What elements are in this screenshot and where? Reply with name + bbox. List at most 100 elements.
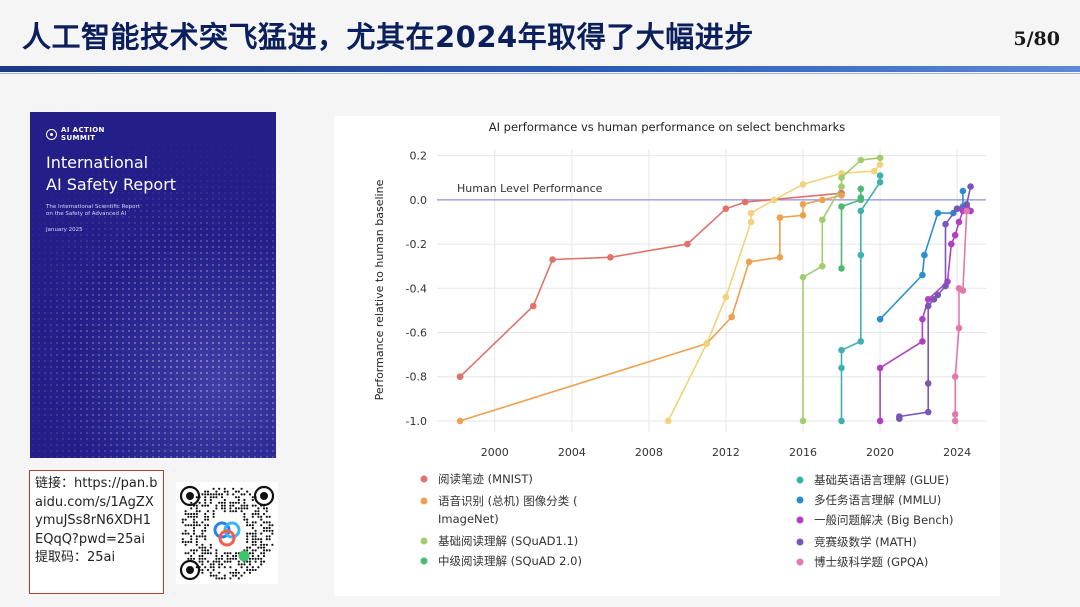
data-point	[838, 174, 845, 181]
qr-dot	[248, 552, 252, 555]
data-point	[857, 156, 865, 164]
qr-dot	[234, 571, 238, 574]
qr-dot	[195, 512, 198, 516]
qr-dot	[195, 515, 198, 518]
series-2	[664, 161, 884, 425]
qr-dot	[260, 557, 263, 560]
qr-dot	[218, 493, 221, 496]
qr-dot	[234, 496, 238, 499]
data-point	[924, 380, 932, 387]
data-point	[876, 364, 884, 372]
qr-dot	[198, 524, 201, 527]
qr-dot	[226, 552, 229, 555]
qr-dot	[206, 493, 210, 496]
data-point	[924, 408, 932, 416]
qr-dot	[206, 568, 210, 572]
qr-dot	[251, 515, 254, 518]
qr-dot	[190, 515, 193, 518]
qr-dot	[212, 566, 215, 569]
qr-dot	[251, 549, 254, 552]
qr-dot	[220, 563, 224, 566]
qr-dot	[232, 493, 235, 496]
qr-dot	[184, 512, 187, 516]
qr-dot	[246, 546, 249, 549]
legend-label: 中级阅读理解 (SQuAD 2.0)	[438, 554, 582, 568]
qr-dot	[201, 557, 204, 560]
data-point	[857, 207, 865, 215]
qr-dot	[212, 574, 215, 577]
qr-dot	[271, 543, 274, 546]
qr-dot	[251, 554, 254, 558]
qr-dot	[254, 549, 257, 552]
cover-date: January 2025	[46, 227, 83, 233]
data-point	[934, 291, 942, 299]
qr-dot	[262, 552, 266, 555]
qr-dot	[237, 498, 240, 502]
page-number: 5/80	[1013, 28, 1060, 50]
qr-dot	[190, 535, 193, 538]
data-point	[924, 296, 932, 303]
qr-dot	[265, 549, 268, 552]
qr-dot	[209, 546, 212, 549]
data-point	[857, 194, 865, 201]
qr-dot	[251, 512, 254, 516]
qr-dot	[243, 493, 246, 496]
qr-dot	[232, 504, 235, 507]
legend-label: 多任务语言理解 (MMLU)	[814, 493, 941, 507]
legend-marker	[796, 476, 804, 484]
qr-dot	[234, 490, 238, 493]
qr-dot	[184, 510, 187, 513]
qr-dot	[212, 512, 215, 516]
summit-logo-icon	[46, 128, 57, 140]
legend-marker	[420, 497, 428, 505]
qr-dot	[251, 540, 254, 544]
cover-logo-line1: AI ACTION	[61, 126, 105, 134]
qr-dot	[212, 563, 215, 566]
download-link-text[interactable]: 链接：https://pan.baidu.com/s/1AgZXymuJSs8r…	[35, 476, 158, 565]
qr-dot	[251, 557, 254, 560]
data-point	[948, 240, 955, 248]
data-point	[955, 324, 963, 332]
qr-dot	[237, 490, 240, 493]
qr-dot	[192, 521, 196, 524]
legend-label: 基础阅读理解 (SQuAD1.1)	[438, 534, 578, 548]
qr-dot	[248, 557, 252, 560]
qr-dot	[209, 501, 212, 504]
data-point	[876, 178, 884, 186]
qr-dot	[195, 543, 198, 546]
legend-marker	[796, 516, 804, 524]
legend-label: 竞赛级数学 (MATH)	[814, 535, 917, 549]
data-point	[776, 214, 784, 221]
qr-dot	[215, 557, 218, 560]
qr-dot	[234, 574, 238, 577]
data-point	[741, 198, 749, 206]
qr-dot	[248, 560, 252, 563]
data-point	[876, 417, 884, 425]
qr-dot	[240, 510, 243, 513]
legend-marker	[796, 558, 804, 566]
qr-dot	[192, 529, 196, 532]
qr-dot	[209, 496, 212, 499]
qr-dot	[248, 524, 252, 527]
qr-dot	[218, 563, 221, 566]
qr-dot	[260, 563, 263, 566]
data-point	[951, 373, 959, 381]
qr-dot	[234, 568, 238, 572]
data-point	[664, 417, 672, 425]
qr-dot	[204, 512, 207, 516]
qr-dot	[215, 490, 218, 493]
qr-finder	[179, 559, 201, 581]
qr-dot	[192, 526, 196, 530]
legend-marker	[420, 537, 428, 545]
qr-dot	[192, 518, 196, 521]
qr-dot	[265, 515, 268, 518]
data-point	[838, 364, 845, 372]
plot-area	[437, 149, 986, 432]
qr-dot	[204, 496, 207, 499]
qr-dot	[195, 524, 198, 527]
qr-dot	[187, 552, 190, 555]
qr-dot	[229, 557, 232, 560]
qr-dot	[262, 560, 266, 563]
qr-dot	[212, 487, 215, 490]
data-point	[919, 271, 926, 279]
